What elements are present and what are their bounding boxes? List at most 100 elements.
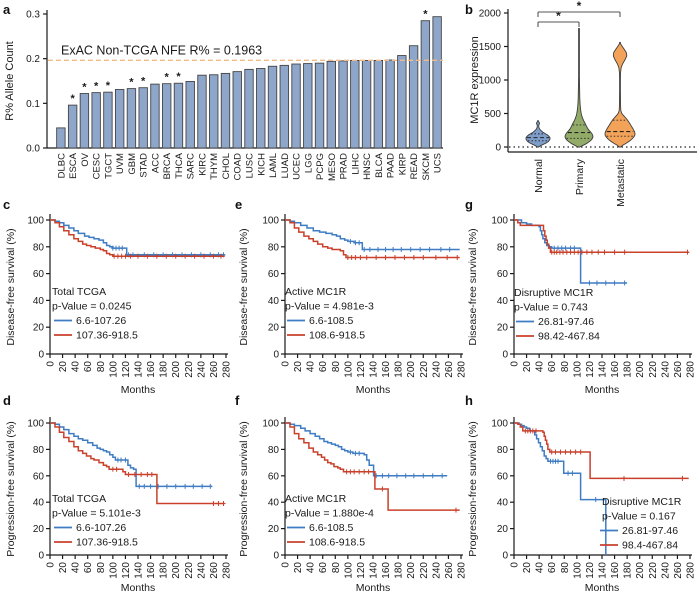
svg-text:0.2: 0.2: [26, 54, 40, 65]
panel-label-h: h: [465, 393, 473, 408]
svg-text:BRCA: BRCA: [162, 152, 173, 179]
violin-plot-mc1r-expression: 0 500 1000 1500 2000 MC1R expression Normal Pri…: [469, 0, 697, 207]
svg-text:260: 260: [209, 361, 220, 378]
svg-text:DLBC: DLBC: [56, 153, 67, 178]
svg-text:20: 20: [58, 562, 69, 574]
svg-text:40: 40: [71, 562, 82, 574]
svg-text:KIRP: KIRP: [397, 153, 408, 175]
svg-text:0: 0: [281, 361, 292, 367]
svg-text:80: 80: [497, 445, 509, 456]
svg-text:26.81-97.46: 26.81-97.46: [622, 525, 678, 537]
svg-text:0: 0: [510, 361, 521, 367]
svg-text:200: 200: [635, 562, 646, 579]
svg-text:180: 180: [623, 562, 634, 579]
svg-text:120: 120: [121, 361, 132, 378]
svg-text:80: 80: [560, 562, 571, 574]
svg-text:200: 200: [406, 562, 417, 579]
svg-text:THCA: THCA: [174, 152, 185, 179]
svg-text:140: 140: [134, 361, 145, 378]
svg-text:6.6-107.26: 6.6-107.26: [76, 522, 126, 534]
svg-text:280: 280: [457, 562, 468, 579]
svg-text:0: 0: [46, 361, 57, 367]
svg-text:60: 60: [497, 269, 509, 280]
svg-text:60: 60: [33, 471, 45, 482]
svg-text:26.81-97.46: 26.81-97.46: [538, 316, 594, 328]
svg-text:ExAC Non-TCGA NFE R% = 0.1963: ExAC Non-TCGA NFE R% = 0.1963: [61, 43, 262, 57]
svg-text:60: 60: [547, 562, 558, 574]
svg-text:80: 80: [560, 361, 571, 373]
svg-text:500: 500: [484, 109, 501, 120]
svg-text:20: 20: [293, 361, 304, 373]
svg-text:LAML: LAML: [268, 153, 279, 178]
svg-text:100: 100: [572, 361, 583, 378]
svg-text:20: 20: [293, 562, 304, 574]
svg-text:0: 0: [510, 562, 521, 568]
svg-text:0: 0: [46, 562, 57, 568]
svg-text:160: 160: [146, 562, 157, 579]
svg-text:40: 40: [71, 361, 82, 373]
panel-label-g: g: [465, 197, 473, 212]
svg-text:40: 40: [268, 498, 280, 509]
svg-text:OV: OV: [80, 152, 91, 166]
svg-text:220: 220: [648, 361, 659, 378]
svg-text:LUAD: LUAD: [280, 153, 291, 178]
svg-text:Disruptive MC1R: Disruptive MC1R: [602, 496, 682, 508]
svg-text:98.42-467.84: 98.42-467.84: [538, 331, 600, 343]
svg-text:p-Value = 0.0245: p-Value = 0.0245: [52, 301, 132, 313]
svg-text:1500: 1500: [479, 42, 502, 53]
svg-text:100: 100: [108, 562, 119, 579]
svg-text:Disease-free survival (%): Disease-free survival (%): [5, 228, 17, 345]
svg-text:20: 20: [522, 562, 533, 574]
svg-text:100: 100: [572, 562, 583, 579]
svg-text:40: 40: [497, 498, 509, 509]
svg-text:20: 20: [268, 323, 280, 334]
svg-text:*: *: [141, 76, 146, 88]
svg-text:140: 140: [369, 361, 380, 378]
svg-text:p-Value = 1.880e-4: p-Value = 1.880e-4: [285, 508, 374, 520]
svg-text:160: 160: [610, 562, 621, 579]
svg-text:280: 280: [686, 361, 697, 378]
svg-text:100: 100: [491, 216, 508, 227]
svg-text:LGG: LGG: [303, 153, 314, 173]
svg-text:160: 160: [381, 361, 392, 378]
svg-text:Progression-free survival (%): Progression-free survival (%): [238, 421, 250, 556]
svg-text:80: 80: [33, 445, 45, 456]
svg-text:260: 260: [673, 361, 684, 378]
svg-text:20: 20: [497, 524, 509, 535]
svg-text:240: 240: [196, 361, 207, 378]
svg-text:*: *: [106, 80, 111, 92]
svg-text:*: *: [556, 9, 561, 23]
svg-text:240: 240: [660, 361, 671, 378]
svg-text:100: 100: [343, 361, 354, 378]
svg-text:UVM: UVM: [115, 153, 126, 174]
svg-text:6.6-108.5: 6.6-108.5: [309, 522, 354, 534]
svg-text:40: 40: [306, 361, 317, 373]
svg-text:100: 100: [262, 216, 279, 227]
svg-text:80: 80: [331, 562, 342, 574]
svg-text:107.36-918.5: 107.36-918.5: [76, 330, 138, 342]
svg-text:80: 80: [497, 242, 509, 253]
svg-text:260: 260: [209, 562, 220, 579]
svg-text:0: 0: [273, 551, 279, 562]
svg-text:200: 200: [635, 361, 646, 378]
svg-text:6.6-108.5: 6.6-108.5: [309, 315, 354, 327]
svg-text:SARC: SARC: [186, 153, 197, 180]
svg-text:p-Value = 0.743: p-Value = 0.743: [514, 302, 588, 314]
svg-text:280: 280: [457, 361, 468, 378]
svg-text:0: 0: [38, 350, 44, 361]
svg-text:*: *: [165, 72, 170, 84]
svg-text:*: *: [70, 93, 75, 105]
svg-text:0: 0: [502, 551, 508, 562]
svg-text:Active MC1R: Active MC1R: [285, 286, 347, 298]
svg-text:20: 20: [497, 323, 509, 334]
svg-text:120: 120: [356, 361, 367, 378]
svg-text:R% Allele Count: R% Allele Count: [4, 41, 16, 121]
svg-text:108.6-918.5: 108.6-918.5: [309, 330, 365, 342]
svg-text:THYM: THYM: [209, 153, 220, 180]
svg-text:*: *: [82, 82, 87, 94]
svg-text:20: 20: [268, 524, 280, 535]
panel-label-c: c: [3, 197, 11, 212]
svg-text:60: 60: [33, 269, 45, 280]
svg-text:20: 20: [522, 361, 533, 373]
